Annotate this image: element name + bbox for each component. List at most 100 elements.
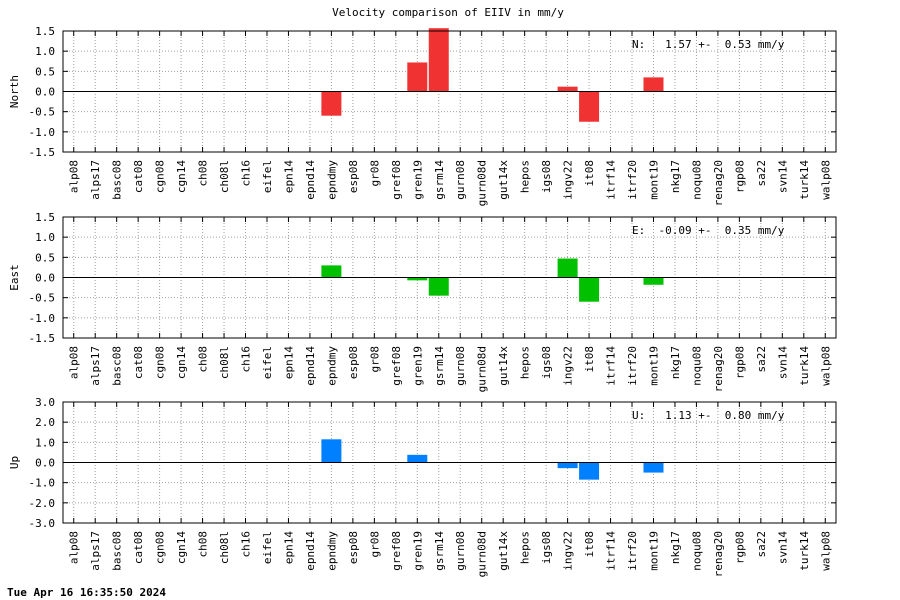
x-tick-label: gref08 xyxy=(390,346,403,386)
x-tick-label: gsrm14 xyxy=(433,346,446,386)
bar-north-mont19 xyxy=(643,77,664,92)
x-tick-label: noqu08 xyxy=(690,160,703,200)
x-tick-label: gut14x xyxy=(497,160,510,200)
x-tick-label: ch08 xyxy=(197,160,210,187)
x-tick-label: gren19 xyxy=(411,160,424,200)
x-tick-label: gsrm14 xyxy=(433,531,446,571)
x-tick-label: renag20 xyxy=(712,346,725,392)
x-tick-label: gren19 xyxy=(411,531,424,571)
x-tick-label: it08 xyxy=(583,346,596,373)
x-tick-label: gut14x xyxy=(497,531,510,571)
x-tick-label: turk14 xyxy=(798,346,811,386)
y-tick-label: 0.0 xyxy=(35,86,55,99)
x-tick-label: nkg17 xyxy=(669,346,682,379)
x-tick-label: epnd14 xyxy=(304,346,317,386)
x-tick-label: gurn08d xyxy=(476,346,489,392)
y-tick-label: 1.0 xyxy=(35,436,55,449)
x-tick-label: gr08 xyxy=(368,346,381,373)
x-tick-label: gref08 xyxy=(390,160,403,200)
x-tick-label: svn14 xyxy=(776,160,789,193)
x-tick-label: gurn08 xyxy=(454,531,467,571)
stats-annotation: N: 1.57 +- 0.53 mm/y xyxy=(632,38,785,51)
x-tick-label: sa22 xyxy=(755,531,768,558)
stats-annotation: E: -0.09 +- 0.35 mm/y xyxy=(632,224,785,237)
x-tick-label: alps17 xyxy=(89,160,102,200)
y-tick-label: 3.0 xyxy=(35,396,55,409)
x-tick-label: basc08 xyxy=(111,346,124,386)
x-tick-label: hepos xyxy=(519,160,532,193)
y-tick-label: -0.5 xyxy=(29,106,56,119)
x-tick-label: itrf14 xyxy=(605,346,618,386)
bar-up-gren19 xyxy=(407,454,428,463)
x-tick-label: igs08 xyxy=(540,531,553,564)
plot-frame xyxy=(62,401,837,524)
y-tick-label: -1.5 xyxy=(29,332,56,345)
x-tick-label: gren19 xyxy=(411,346,424,386)
bar-north-it08 xyxy=(579,91,600,122)
y-tick-label: -1.0 xyxy=(29,477,56,490)
x-tick-label: eifel xyxy=(261,531,274,564)
y-tick-label: -3.0 xyxy=(29,517,56,530)
y-axis-label: East xyxy=(8,264,21,291)
x-tick-label: mont19 xyxy=(647,160,660,200)
x-tick-label: renag20 xyxy=(712,531,725,577)
x-tick-label: mont19 xyxy=(647,531,660,571)
y-tick-label: 0.0 xyxy=(35,457,55,470)
x-tick-label: it08 xyxy=(583,160,596,187)
x-tick-label: svn14 xyxy=(776,346,789,379)
bar-east-ingv22 xyxy=(557,258,578,278)
y-tick-label: -1.0 xyxy=(29,312,56,325)
x-tick-label: cgn14 xyxy=(175,531,188,564)
x-tick-label: epndmy xyxy=(325,160,338,200)
x-tick-label: esp08 xyxy=(347,160,360,193)
x-tick-label: epnd14 xyxy=(304,531,317,571)
x-tick-label: itrf20 xyxy=(626,346,639,386)
x-tick-label: gref08 xyxy=(390,531,403,571)
x-tick-label: ingv22 xyxy=(562,160,575,200)
x-tick-label: cgn08 xyxy=(154,531,167,564)
x-tick-label: epnd14 xyxy=(304,160,317,200)
y-tick-label: 0.5 xyxy=(35,251,55,264)
x-tick-label: noqu08 xyxy=(690,531,703,571)
x-tick-label: it08 xyxy=(583,531,596,558)
bar-up-epndmy xyxy=(321,439,342,463)
y-tick-label: -1.0 xyxy=(29,126,56,139)
x-tick-label: itrf14 xyxy=(605,160,618,200)
bar-east-gsrm14 xyxy=(428,277,449,296)
x-tick-label: cgn08 xyxy=(154,160,167,193)
x-tick-label: itrf20 xyxy=(626,160,639,200)
x-tick-label: gurn08d xyxy=(476,160,489,206)
x-tick-label: turk14 xyxy=(798,531,811,571)
x-tick-label: cat08 xyxy=(132,160,145,193)
y-tick-label: 1.5 xyxy=(35,211,55,224)
x-tick-label: sa22 xyxy=(755,160,768,187)
x-tick-label: epn14 xyxy=(282,346,295,379)
x-tick-label: ch08l xyxy=(218,160,231,193)
x-tick-label: alp08 xyxy=(68,160,81,193)
bar-east-epndmy xyxy=(321,265,342,278)
x-tick-label: rgp08 xyxy=(733,346,746,379)
x-tick-label: ch08l xyxy=(218,531,231,564)
x-tick-label: hepos xyxy=(519,346,532,379)
x-tick-label: cgn14 xyxy=(175,160,188,193)
x-tick-label: ch16 xyxy=(240,531,253,558)
x-tick-label: gut14x xyxy=(497,346,510,386)
y-tick-label: 0.0 xyxy=(35,272,55,285)
x-tick-label: cat08 xyxy=(132,346,145,379)
bar-north-ingv22 xyxy=(557,86,578,92)
bar-up-mont19 xyxy=(643,462,664,473)
x-tick-label: noqu08 xyxy=(690,346,703,386)
x-tick-label: ch08 xyxy=(197,346,210,373)
x-tick-label: ch16 xyxy=(240,346,253,373)
x-tick-label: ch08 xyxy=(197,531,210,558)
x-tick-label: gsrm14 xyxy=(433,160,446,200)
x-tick-label: gr08 xyxy=(368,531,381,558)
x-tick-label: gr08 xyxy=(368,160,381,187)
x-tick-label: nkg17 xyxy=(669,531,682,564)
x-tick-label: gurn08d xyxy=(476,531,489,577)
x-tick-label: walp08 xyxy=(819,346,832,386)
bar-east-gren19 xyxy=(407,277,428,281)
y-tick-label: -1.5 xyxy=(29,146,56,159)
x-tick-label: epndmy xyxy=(325,531,338,571)
